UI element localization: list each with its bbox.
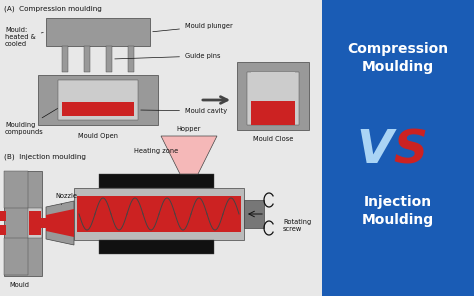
Text: (A)  Compression moulding: (A) Compression moulding bbox=[4, 6, 102, 12]
Text: Guide pins: Guide pins bbox=[115, 53, 220, 59]
Text: Injection
Moulding: Injection Moulding bbox=[362, 195, 434, 227]
Bar bbox=[251, 72, 295, 101]
Text: Heating zone: Heating zone bbox=[134, 148, 178, 154]
Text: Moulding
compounds: Moulding compounds bbox=[5, 108, 58, 135]
Bar bbox=[28, 208, 42, 238]
Text: Mould Open: Mould Open bbox=[78, 133, 118, 139]
Text: Compression
Moulding: Compression Moulding bbox=[347, 42, 448, 74]
Bar bbox=[4, 171, 28, 208]
Bar bbox=[0, 0, 322, 296]
Text: Mould Close: Mould Close bbox=[253, 136, 293, 142]
Bar bbox=[237, 62, 309, 130]
Bar bbox=[84, 46, 90, 72]
Bar bbox=[106, 46, 112, 72]
Bar bbox=[77, 196, 241, 232]
Text: Mould:
heated &
cooled: Mould: heated & cooled bbox=[5, 27, 43, 47]
Text: Mould: Mould bbox=[9, 282, 29, 288]
Text: (B)  Injection moulding: (B) Injection moulding bbox=[4, 153, 86, 160]
Bar bbox=[251, 101, 295, 125]
Bar bbox=[244, 200, 264, 228]
Bar bbox=[322, 0, 474, 296]
Bar bbox=[0, 225, 6, 235]
Bar bbox=[74, 188, 244, 240]
Bar bbox=[38, 75, 158, 125]
Bar bbox=[128, 46, 134, 72]
Bar bbox=[99, 240, 214, 254]
Bar bbox=[29, 211, 41, 235]
Bar bbox=[62, 102, 134, 116]
Text: Mould plunger: Mould plunger bbox=[153, 23, 233, 32]
Bar bbox=[46, 18, 150, 46]
Text: Hopper: Hopper bbox=[177, 126, 201, 132]
Text: Mould cavity: Mould cavity bbox=[141, 108, 227, 114]
Text: Rotating
screw: Rotating screw bbox=[283, 219, 311, 232]
Bar bbox=[29, 218, 48, 228]
Bar bbox=[0, 211, 6, 221]
Bar bbox=[99, 174, 214, 188]
Bar bbox=[58, 80, 138, 120]
Text: V: V bbox=[357, 128, 393, 173]
Bar bbox=[4, 238, 28, 275]
Bar bbox=[4, 171, 42, 276]
Polygon shape bbox=[46, 201, 74, 245]
Bar bbox=[62, 46, 68, 72]
Polygon shape bbox=[161, 136, 217, 174]
Text: S: S bbox=[393, 128, 427, 173]
Text: Nozzle: Nozzle bbox=[55, 193, 77, 205]
Polygon shape bbox=[46, 209, 74, 237]
Bar bbox=[247, 72, 299, 125]
